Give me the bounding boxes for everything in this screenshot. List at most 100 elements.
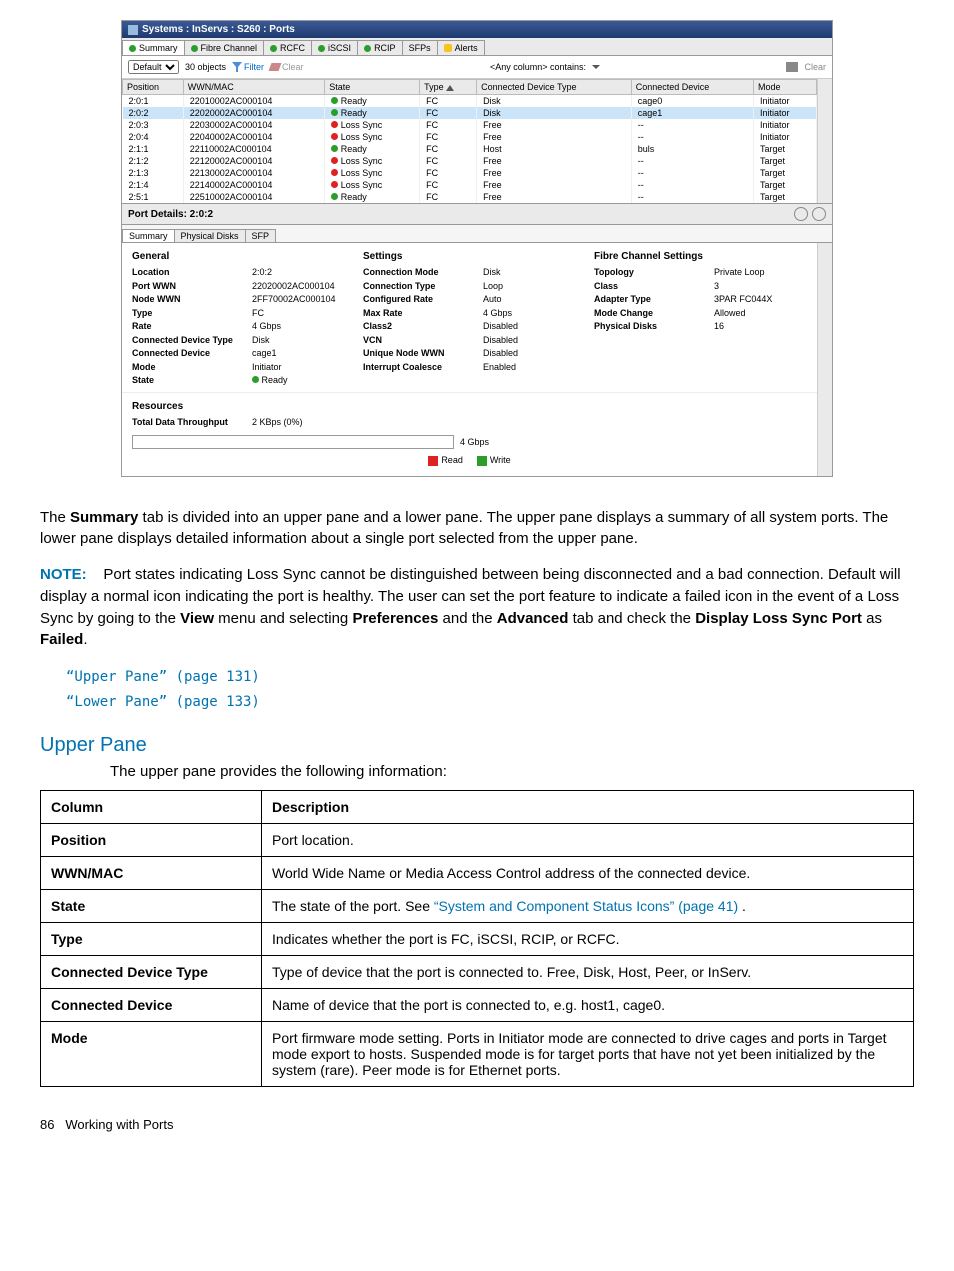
tab-sfps[interactable]: SFPs	[402, 40, 438, 55]
table-row[interactable]: 2:1:222120002AC000104 Loss SyncFCFree--T…	[123, 155, 817, 167]
kv-row: Connected Devicecage1	[132, 347, 345, 361]
tab-fibre-channel[interactable]: Fibre Channel	[184, 40, 265, 55]
state-dot-icon	[331, 181, 338, 188]
col-connected-device[interactable]: Connected Device	[631, 80, 753, 95]
col-type[interactable]: Type	[420, 80, 477, 95]
collapse-icon[interactable]	[812, 207, 826, 221]
clear-icon	[269, 63, 282, 71]
doc-row: TypeIndicates whether the port is FC, iS…	[41, 922, 914, 955]
section-heading: Upper Pane	[40, 734, 914, 757]
print-icon[interactable]	[786, 62, 798, 72]
page-links: “Upper Pane” (page 131) “Lower Pane” (pa…	[66, 665, 914, 715]
link-lower-pane[interactable]: “Lower Pane” (page 133)	[66, 694, 260, 710]
throughput-value: 2 KBps (0%)	[252, 416, 807, 430]
filter-toolbar: Default 30 objects Filter Clear <Any col…	[122, 56, 832, 79]
kv-row: Location2:0:2	[132, 266, 345, 280]
inline-link[interactable]: “System and Component Status Icons” (pag…	[434, 898, 738, 914]
window-titlebar: Systems : InServs : S260 : Ports	[122, 21, 832, 38]
col-connected-device-type[interactable]: Connected Device Type	[477, 80, 632, 95]
kv-row: Class2Disabled	[363, 320, 576, 334]
kv-row: Node WWN2FF70002AC000104	[132, 293, 345, 307]
doc-row: StateThe state of the port. See “System …	[41, 889, 914, 922]
alert-icon	[444, 44, 452, 52]
doc-row: PositionPort location.	[41, 823, 914, 856]
state-dot-icon	[331, 157, 338, 164]
doc-row: WWN/MACWorld Wide Name or Media Access C…	[41, 856, 914, 889]
table-row[interactable]: 2:0:422040002AC000104 Loss SyncFCFree--I…	[123, 131, 817, 143]
kv-row: Connection TypeLoop	[363, 280, 576, 294]
expand-icon[interactable]	[794, 207, 808, 221]
filter-link[interactable]: Filter	[232, 62, 264, 72]
kv-row: Interrupt CoalesceEnabled	[363, 361, 576, 375]
dropdown-arrow[interactable]	[592, 65, 600, 73]
status-dot-icon	[191, 45, 198, 52]
scrollbar[interactable]	[817, 79, 832, 203]
write-swatch	[477, 456, 487, 466]
table-row[interactable]: 2:0:222020002AC000104 ReadyFCDiskcage1In…	[123, 107, 817, 119]
kv-row: ModeInitiator	[132, 361, 345, 375]
th-description: Description	[262, 790, 914, 823]
section-intro: The upper pane provides the following in…	[110, 763, 914, 780]
table-row[interactable]: 2:1:322130002AC000104 Loss SyncFCFree--T…	[123, 167, 817, 179]
clear-filter-link[interactable]: Clear	[270, 62, 304, 72]
paragraph-note: NOTE: Port states indicating Loss Sync c…	[40, 564, 914, 651]
bar-max-label: 4 Gbps	[460, 437, 489, 447]
kv-row: Physical Disks16	[594, 320, 807, 334]
throughput-bar	[132, 435, 454, 449]
resources-section: Resources Total Data Throughput2 KBps (0…	[122, 393, 817, 476]
tab-summary[interactable]: Summary	[122, 40, 185, 55]
kv-row: Connection ModeDisk	[363, 266, 576, 280]
kv-row: Connected Device TypeDisk	[132, 334, 345, 348]
state-dot-icon	[331, 97, 338, 104]
state-dot-icon	[331, 133, 338, 140]
table-row[interactable]: 2:1:422140002AC000104 Loss SyncFCFree--T…	[123, 179, 817, 191]
tab-alerts[interactable]: Alerts	[437, 40, 485, 55]
main-tabs: SummaryFibre ChannelRCFCiSCSIRCIPSFPsAle…	[122, 38, 832, 56]
state-dot-icon	[331, 109, 338, 116]
col-state[interactable]: State	[325, 80, 420, 95]
app-screenshot: Systems : InServs : S260 : Ports Summary…	[121, 20, 833, 477]
kv-row: Max Rate4 Gbps	[363, 307, 576, 321]
port-details-header: Port Details: 2:0:2	[122, 203, 832, 225]
status-dot-icon	[364, 45, 371, 52]
tab-rcip[interactable]: RCIP	[357, 40, 403, 55]
th-column: Column	[41, 790, 262, 823]
col-wwn-mac[interactable]: WWN/MAC	[183, 80, 325, 95]
table-row[interactable]: 2:0:122010002AC000104 ReadyFCDiskcage0In…	[123, 95, 817, 108]
col-mode[interactable]: Mode	[753, 80, 816, 95]
anycolumn-label: <Any column> contains:	[490, 62, 586, 72]
state-dot-icon	[331, 145, 338, 152]
state-dot-icon	[331, 169, 338, 176]
page-footer: 86 Working with Ports	[40, 1117, 914, 1132]
table-row[interactable]: 2:0:322030002AC000104 Loss SyncFCFree--I…	[123, 119, 817, 131]
kv-row: Configured RateAuto	[363, 293, 576, 307]
settings-heading: Settings	[363, 251, 576, 262]
read-swatch	[428, 456, 438, 466]
clear-button[interactable]: Clear	[804, 62, 826, 72]
kv-row: Mode ChangeAllowed	[594, 307, 807, 321]
table-row[interactable]: 2:5:122510002AC000104 ReadyFCFree--Targe…	[123, 191, 817, 203]
kv-row: Port WWN22020002AC000104	[132, 280, 345, 294]
resources-heading: Resources	[132, 401, 807, 412]
state-dot-icon	[252, 376, 259, 383]
table-row[interactable]: 2:1:122110002AC000104 ReadyFCHostbulsTar…	[123, 143, 817, 155]
link-upper-pane[interactable]: “Upper Pane” (page 131)	[66, 669, 260, 685]
kv-row: Adapter Type3PAR FC044X	[594, 293, 807, 307]
tab-iscsi[interactable]: iSCSI	[311, 40, 358, 55]
kv-row: TopologyPrivate Loop	[594, 266, 807, 280]
paragraph-summary: The Summary tab is divided into an upper…	[40, 507, 914, 551]
view-select[interactable]: Default	[128, 60, 179, 74]
subtab-sfp[interactable]: SFP	[245, 229, 277, 242]
col-position[interactable]: Position	[123, 80, 184, 95]
settings-column: Settings Connection ModeDiskConnection T…	[363, 251, 576, 388]
window-title: Systems : InServs : S260 : Ports	[142, 24, 295, 35]
kv-row: State Ready	[132, 374, 345, 388]
detail-tabs: SummaryPhysical DisksSFP	[122, 225, 832, 243]
detail-scrollbar[interactable]	[817, 243, 832, 476]
subtab-physical-disks[interactable]: Physical Disks	[174, 229, 246, 242]
general-column: General Location2:0:2Port WWN22020002AC0…	[132, 251, 345, 388]
tab-rcfc[interactable]: RCFC	[263, 40, 312, 55]
kv-row: VCNDisabled	[363, 334, 576, 348]
subtab-summary[interactable]: Summary	[122, 229, 175, 242]
kv-row: Class3	[594, 280, 807, 294]
